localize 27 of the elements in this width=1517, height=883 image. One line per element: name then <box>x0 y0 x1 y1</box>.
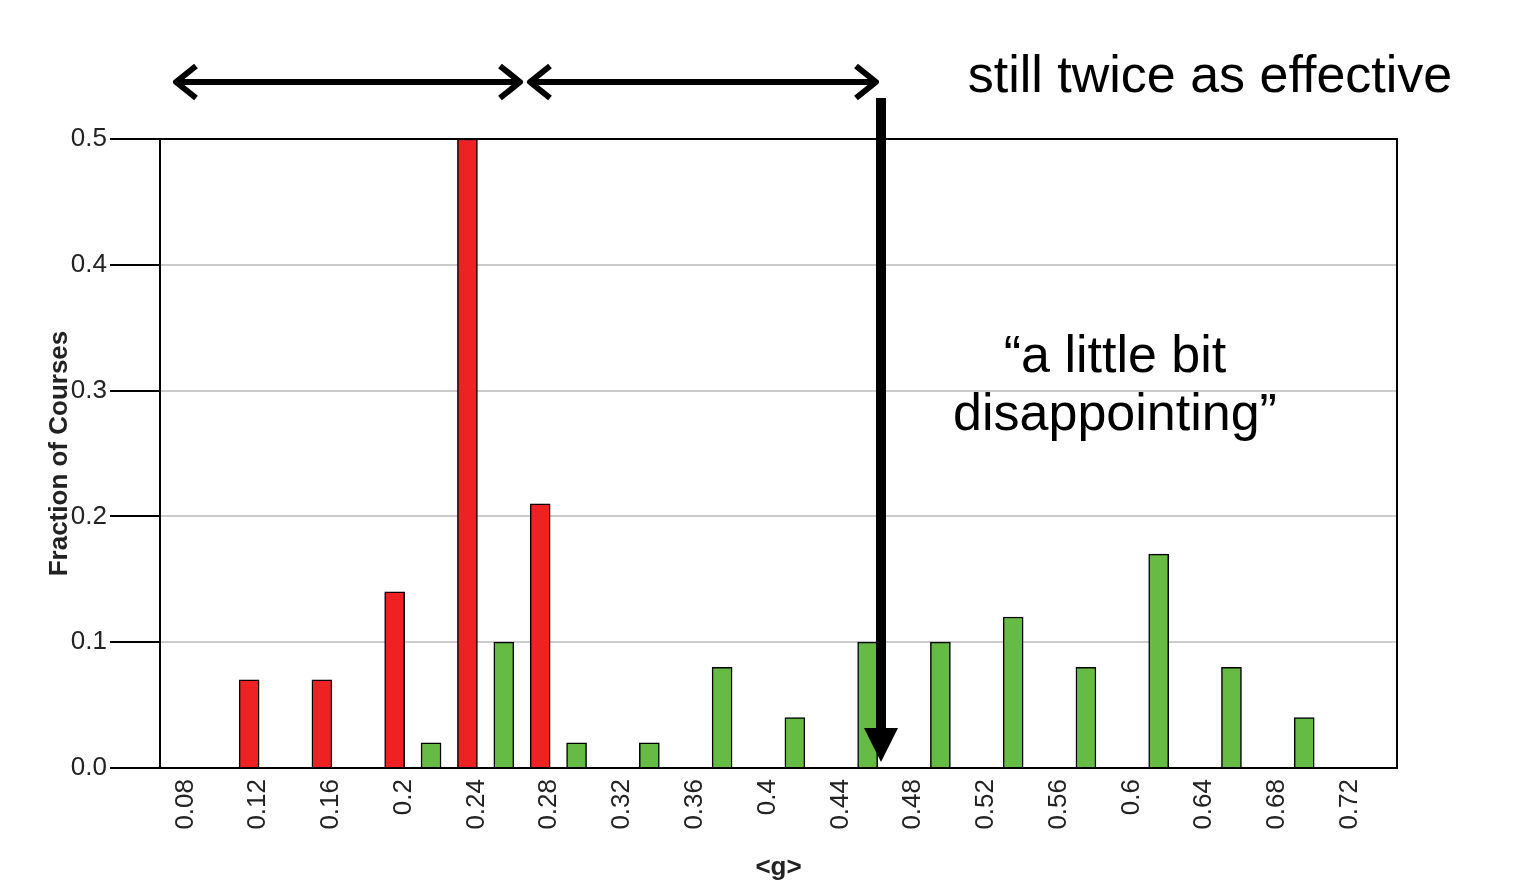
x-tick-label: 0.68 <box>1260 779 1291 830</box>
annotation: “a little bit disappointing” <box>952 325 1278 441</box>
x-tick-label: 0.44 <box>823 779 854 830</box>
x-axis-title: <g> <box>755 850 802 881</box>
x-tick-label: 0.4 <box>750 779 781 816</box>
y-tick-label: 0.4 <box>70 247 107 278</box>
x-tick-label: 0.56 <box>1041 779 1072 830</box>
x-tick-label: 0.12 <box>241 779 272 830</box>
x-tick-label: 0.16 <box>314 779 345 830</box>
x-tick-label: 0.36 <box>677 779 708 830</box>
x-tick-label: 0.72 <box>1332 779 1363 830</box>
y-axis-title: Fraction of Courses <box>42 330 73 577</box>
x-tick-label: 0.08 <box>168 779 199 830</box>
text: still twice as effective <box>966 45 1454 103</box>
x-tick-label: 0.6 <box>1114 779 1145 816</box>
y-tick-label: 0.2 <box>70 499 107 530</box>
y-tick-label: 0.0 <box>70 751 107 782</box>
x-tick-label: 0.24 <box>459 779 490 830</box>
y-tick-label: 0.3 <box>70 373 107 404</box>
y-tick-label: 0.1 <box>70 625 107 656</box>
x-tick-label: 0.52 <box>969 779 1000 830</box>
x-tick-label: 0.2 <box>386 779 417 816</box>
x-tick-label: 0.48 <box>896 779 927 830</box>
x-tick-label: 0.28 <box>532 779 563 830</box>
x-tick-label: 0.64 <box>1187 779 1218 830</box>
y-tick-label: 0.5 <box>70 122 107 153</box>
x-tick-label: 0.32 <box>605 779 636 830</box>
